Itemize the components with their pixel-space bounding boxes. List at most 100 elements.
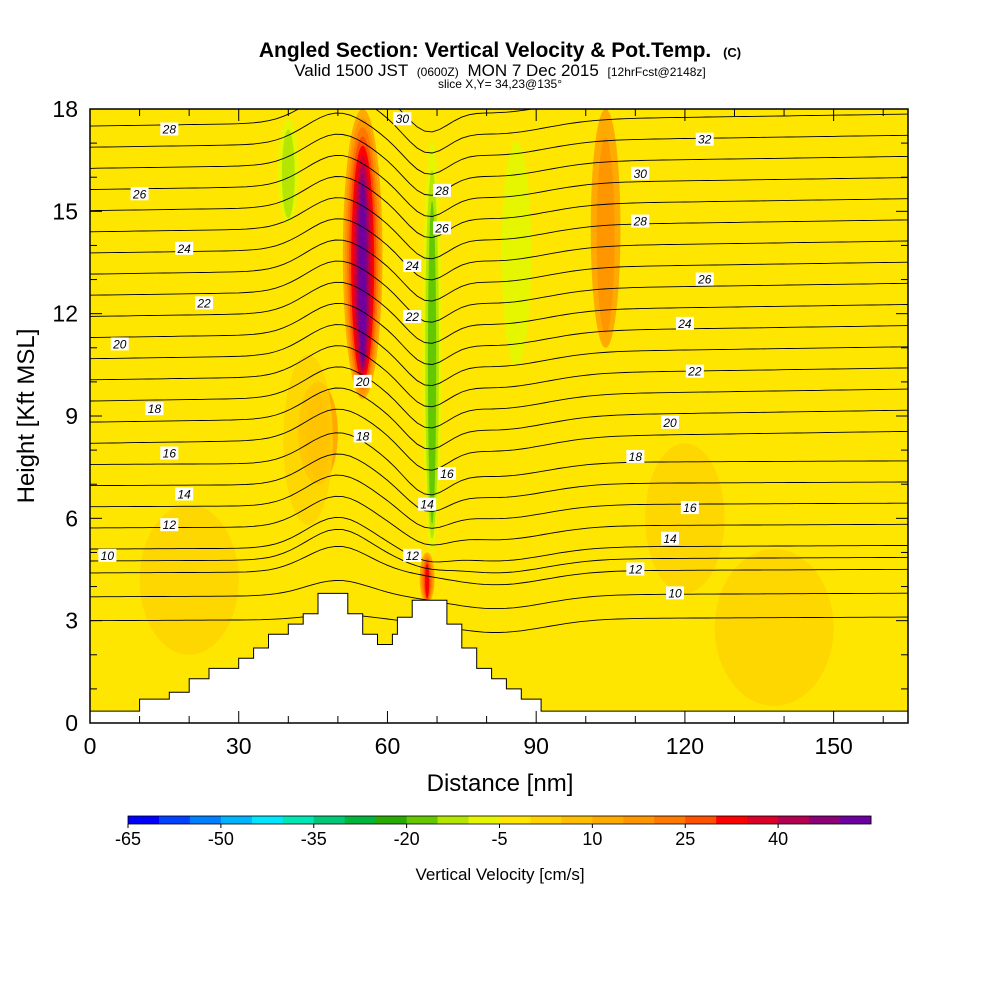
colorbar-swatch: [499, 816, 531, 824]
contour-label-text: 28: [434, 184, 449, 198]
contour-label: 30: [631, 166, 650, 181]
contour-label: 14: [661, 531, 680, 546]
colorbar-swatch: [840, 816, 872, 824]
weak-updraft-band: [283, 354, 333, 526]
contour-label-text: 26: [132, 187, 147, 201]
contour-label-text: 12: [629, 563, 643, 577]
colorbar-swatch: [189, 816, 222, 824]
contour-label: 24: [403, 258, 422, 273]
slice-label: slice X,Y= 34,23@135°: [438, 77, 562, 91]
contour-label-text: 30: [396, 112, 410, 126]
contour-label: 16: [680, 501, 699, 515]
y-tick-label: 18: [52, 96, 78, 122]
updraft-core: [342, 109, 383, 399]
contour-label-text: 22: [196, 296, 211, 310]
y-tick-label: 15: [52, 198, 78, 224]
theta-contour: [90, 580, 908, 610]
contour-label: 22: [403, 310, 422, 324]
contour-label: 14: [418, 497, 437, 512]
colorbar-swatch: [747, 816, 779, 824]
contour-label-text: 26: [697, 273, 712, 287]
contour-label-text: 14: [420, 498, 434, 512]
theta-contour: [90, 453, 908, 513]
contour-label-text: 26: [434, 221, 449, 235]
theta-contour: [90, 366, 908, 429]
colorbar-swatch: [468, 816, 500, 824]
contour-label-text: 20: [112, 337, 127, 351]
contour-label: 12: [626, 562, 645, 577]
theta-contour: [90, 432, 908, 496]
chart-title: Angled Section: Vertical Velocity & Pot.…: [259, 39, 741, 62]
contour-label-text: 18: [148, 402, 162, 416]
contour-label-text: 22: [687, 365, 702, 379]
colorbar-tick-label: 25: [675, 829, 695, 849]
colorbar-swatch: [623, 816, 655, 824]
theta-contour: [90, 133, 908, 196]
colorbar-tick-label: 40: [768, 829, 788, 849]
contour-label: 32: [695, 132, 714, 147]
colorbar-swatch: [313, 816, 346, 824]
contour-label-text: 24: [677, 317, 692, 331]
contour-label-text: 12: [406, 549, 420, 563]
contour-label: 28: [631, 214, 650, 229]
contour-label-text: 16: [163, 447, 177, 461]
colorbar: -65 -50 -35 -20 -5 10 25 40: [115, 815, 872, 849]
chart-subtitle: Valid 1500 JST (0600Z) MON 7 Dec 2015 [1…: [294, 61, 706, 80]
contour-label-text: 24: [177, 242, 192, 256]
theta-contour: [90, 614, 908, 633]
theta-contour: [90, 239, 908, 302]
colorbar-swatch: [282, 816, 315, 824]
theta-contour: [90, 528, 908, 574]
contour-label: 26: [432, 221, 451, 235]
x-tick-label: 60: [375, 733, 401, 759]
velocity-level: [427, 201, 437, 524]
x-tick-label: 90: [523, 733, 549, 759]
colorbar-tick-label: 10: [582, 829, 602, 849]
colorbar-title: Vertical Velocity [cm/s]: [415, 865, 584, 884]
theta-contour: [90, 474, 908, 529]
x-axis-title: Distance [nm]: [427, 770, 574, 797]
contour-label: 22: [195, 296, 214, 310]
contour-label-text: 16: [440, 467, 454, 481]
colorbar-tick-label: -50: [208, 829, 234, 849]
y-tick-label: 12: [52, 301, 78, 327]
contour-label-text: 32: [698, 133, 712, 147]
contour-label-text: 16: [683, 501, 697, 515]
theta-contour: [90, 302, 908, 365]
y-tick-label: 0: [65, 710, 78, 736]
colorbar-swatch: [220, 816, 253, 824]
x-tick-label: 0: [84, 733, 97, 759]
downdraft-core: [491, 109, 542, 382]
terrain: [90, 592, 908, 723]
theta-contour: [90, 324, 908, 387]
colorbar-swatch: [158, 816, 191, 824]
theta-contour: [90, 281, 908, 344]
theta-contour: [90, 218, 908, 281]
contour-label: 16: [437, 466, 456, 481]
colorbar-tick-label: -35: [301, 829, 327, 849]
contour-label-text: 20: [355, 375, 370, 389]
y-tick-label: 6: [65, 505, 78, 531]
theta-contour: [90, 260, 908, 323]
contour-labels: 28 26 24 22 20 18 16 14 12 10 30 28 26 24 22 20 18 16 14 12…: [98, 112, 714, 600]
contour-label: 20: [661, 415, 680, 430]
weak-updraft-band: [645, 443, 725, 594]
contour-label-text: 10: [668, 586, 682, 600]
contour-label: 18: [353, 429, 372, 443]
contour-label: 10: [665, 586, 684, 600]
theta-contour: [398, 109, 535, 133]
plot-area: 28 26 24 22 20 18 16 14 12 10 30 28 26 24 22 20 18 16 14 12…: [90, 109, 908, 723]
y-tick-label: 3: [65, 608, 78, 634]
contour-label: 26: [130, 187, 149, 201]
colorbar-swatch: [437, 816, 470, 824]
theta-contour: [90, 197, 908, 260]
contour-label: 30: [393, 112, 412, 126]
theta-contours: [90, 109, 908, 633]
updraft-core: [419, 552, 435, 604]
contour-label: 28: [432, 183, 451, 198]
theta-contour: [90, 516, 908, 563]
contour-label-text: 10: [101, 549, 115, 563]
y-axis-title: Height [Kft MSL]: [13, 329, 40, 504]
updraft-core: [590, 109, 621, 348]
